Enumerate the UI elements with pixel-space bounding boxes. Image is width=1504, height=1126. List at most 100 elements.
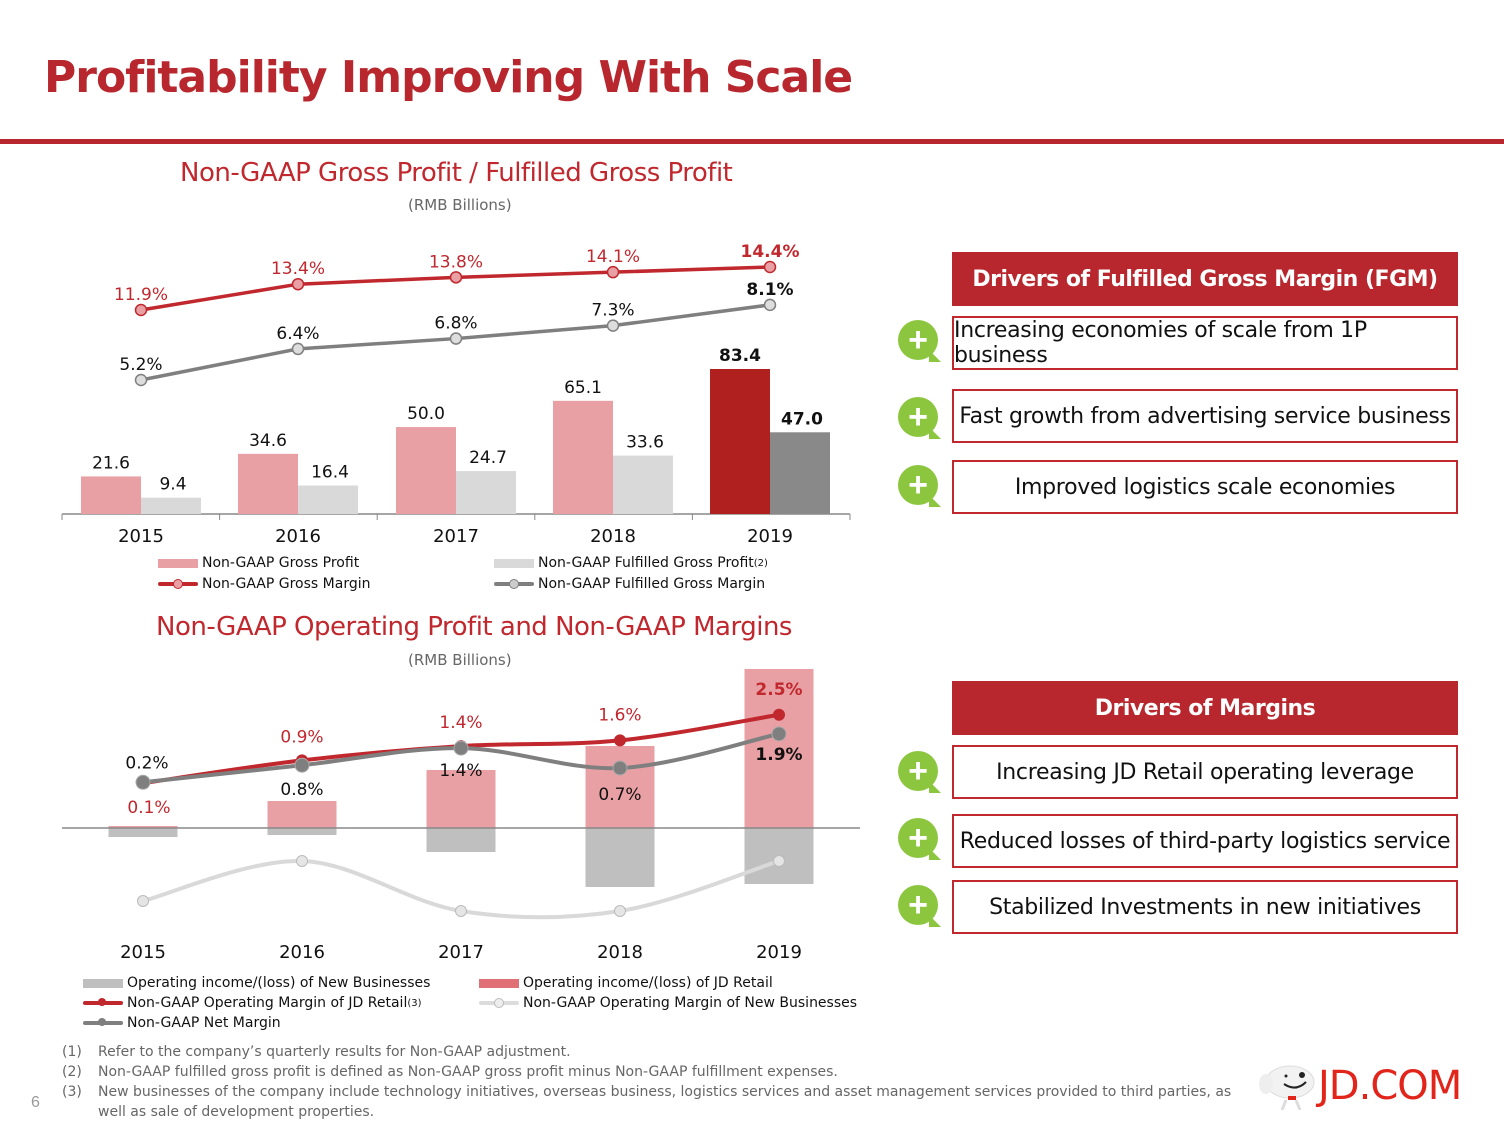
legend-line — [83, 998, 123, 1006]
line-point — [291, 277, 305, 291]
margin-label: 0.8% — [280, 780, 323, 800]
driver-item: Increasing economies of scale from 1P bu… — [952, 316, 1458, 370]
bar-jd-retail-income — [585, 746, 655, 828]
legend-line — [494, 579, 534, 589]
line-point — [134, 303, 148, 317]
footnote-marker: (3) — [407, 997, 422, 1009]
margin-label: 6.8% — [434, 314, 477, 334]
plus-icon: + — [898, 751, 938, 791]
bar-value-label: 50.0 — [407, 404, 445, 424]
line-point — [614, 734, 626, 747]
margin-label: 6.4% — [276, 324, 319, 344]
margin-label: 14.1% — [586, 247, 640, 267]
margin-label: 5.2% — [119, 355, 162, 375]
legend-label: Non-GAAP Operating Margin of JD Retail — [127, 995, 408, 1011]
margin-label: 0.9% — [280, 727, 323, 747]
footnote-number: (2) — [62, 1064, 82, 1080]
chart2-title: Non-GAAP Operating Profit and Non-GAAP M… — [156, 612, 792, 642]
line-point — [606, 265, 620, 279]
footnote-marker: (2) — [753, 557, 768, 569]
bar-gross-profit — [396, 427, 456, 514]
line-point — [449, 332, 463, 345]
bar-gross-profit — [238, 453, 298, 514]
legend-new-business-margin: Non-GAAP Operating Margin of New Busines… — [479, 995, 857, 1011]
line-point — [612, 760, 628, 776]
bar-gross-profit — [710, 369, 770, 514]
driver-item: Stabilized Investments in new initiative… — [952, 880, 1458, 934]
driver-item: Increasing JD Retail operating leverage — [952, 745, 1458, 799]
legend-jd-retail-income: Operating income/(loss) of JD Retail — [479, 975, 773, 991]
margin-label: 13.4% — [271, 259, 325, 279]
x-tick-label: 2019 — [747, 526, 793, 547]
x-tick-label: 2016 — [279, 942, 325, 963]
x-tick-label: 2017 — [438, 942, 484, 963]
driver-item: Fast growth from advertising service bus… — [952, 389, 1458, 443]
margin-label: 14.4% — [741, 242, 800, 262]
legend-new-business-income: Operating income/(loss) of New Businesse… — [83, 975, 430, 991]
bar-new-business-income — [426, 828, 496, 852]
bar-value-label: 47.0 — [781, 409, 823, 429]
bar-jd-retail-income — [744, 669, 814, 828]
footnote-text: New businesses of the company include te… — [98, 1084, 1232, 1120]
line-point — [449, 271, 463, 284]
margin-label: 0.2% — [125, 753, 168, 773]
line-point — [771, 726, 787, 742]
legend-line — [479, 998, 519, 1008]
bar-jd-retail-income — [426, 770, 496, 828]
line-point — [291, 342, 305, 356]
bar-value-label: 24.7 — [469, 448, 507, 468]
legend-fulfilled-gross-profit: Non-GAAP Fulfilled Gross Profit (2) — [494, 555, 768, 571]
line-point — [763, 260, 777, 274]
bar-fulfilled-gross-profit — [141, 497, 201, 514]
line-point — [296, 855, 308, 867]
page-title: Profitability Improving With Scale — [44, 52, 853, 103]
legend-label: Non-GAAP Gross Profit — [202, 555, 360, 571]
drivers-fgm-header: Drivers of Fulfilled Gross Margin (FGM) — [952, 252, 1458, 306]
line-point — [773, 855, 785, 867]
x-tick-label: 2016 — [275, 526, 321, 547]
margin-label: 2.5% — [755, 680, 802, 700]
driver-item: Reduced losses of third-party logistics … — [952, 814, 1458, 868]
title-divider — [0, 139, 1504, 144]
plus-icon: + — [898, 465, 938, 505]
bar-gross-profit — [81, 476, 141, 514]
bar-jd-retail-income — [108, 826, 178, 828]
line-point — [614, 905, 626, 917]
margin-label: 1.4% — [439, 713, 482, 733]
legend-swatch — [479, 978, 519, 988]
legend-gross-profit: Non-GAAP Gross Profit — [158, 555, 359, 571]
line-point — [294, 757, 310, 773]
bar-fulfilled-gross-profit — [456, 471, 516, 514]
bar-new-business-income — [108, 828, 178, 837]
legend-line — [83, 1018, 123, 1026]
line-point — [606, 319, 620, 332]
chart2-subtitle: (RMB Billions) — [408, 651, 512, 669]
margin-label: 8.1% — [746, 280, 793, 300]
plus-icon: + — [898, 397, 938, 437]
x-tick-label: 2018 — [597, 942, 643, 963]
bar-new-business-income — [267, 828, 337, 835]
line-point — [137, 895, 149, 907]
line-point — [763, 298, 777, 312]
line-point — [455, 905, 467, 917]
x-tick-label: 2019 — [756, 942, 802, 963]
driver-item: Improved logistics scale economies — [952, 460, 1458, 514]
margin-label: 1.4% — [439, 761, 482, 781]
legend-label: Non-GAAP Fulfilled Gross Margin — [538, 576, 766, 592]
footnote-text: Refer to the company’s quarterly results… — [98, 1044, 571, 1060]
margin-label: 13.8% — [429, 252, 483, 272]
footnote-number: (1) — [62, 1044, 82, 1060]
line-point — [773, 708, 785, 721]
legend-swatch — [83, 978, 123, 988]
legend-swatch — [494, 558, 534, 568]
legend-gross-margin: Non-GAAP Gross Margin — [158, 576, 370, 592]
legend-line — [158, 579, 198, 589]
logo-text: JD.COM — [1318, 1063, 1462, 1109]
margin-label: 1.9% — [755, 745, 802, 765]
margin-label: 0.1% — [127, 798, 170, 818]
margin-label: 1.6% — [598, 705, 641, 725]
bar-value-label: 83.4 — [719, 346, 761, 366]
bar-value-label: 34.6 — [249, 431, 287, 451]
